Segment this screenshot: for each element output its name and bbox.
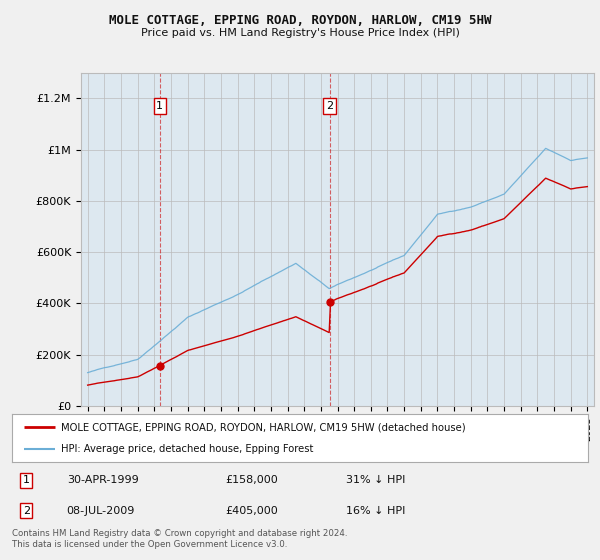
Text: MOLE COTTAGE, EPPING ROAD, ROYDON, HARLOW, CM19 5HW (detached house): MOLE COTTAGE, EPPING ROAD, ROYDON, HARLO…: [61, 422, 466, 432]
Text: 30-APR-1999: 30-APR-1999: [67, 475, 139, 486]
Text: 1: 1: [23, 475, 30, 486]
Text: HPI: Average price, detached house, Epping Forest: HPI: Average price, detached house, Eppi…: [61, 444, 313, 454]
Text: Contains HM Land Registry data © Crown copyright and database right 2024.
This d: Contains HM Land Registry data © Crown c…: [12, 529, 347, 549]
Text: 2: 2: [23, 506, 30, 516]
Text: 16% ↓ HPI: 16% ↓ HPI: [346, 506, 406, 516]
Text: £158,000: £158,000: [225, 475, 278, 486]
Text: £405,000: £405,000: [225, 506, 278, 516]
Text: 2: 2: [326, 101, 334, 111]
Text: 1: 1: [156, 101, 163, 111]
Text: 31% ↓ HPI: 31% ↓ HPI: [346, 475, 406, 486]
Text: 08-JUL-2009: 08-JUL-2009: [67, 506, 135, 516]
Text: MOLE COTTAGE, EPPING ROAD, ROYDON, HARLOW, CM19 5HW: MOLE COTTAGE, EPPING ROAD, ROYDON, HARLO…: [109, 14, 491, 27]
Text: Price paid vs. HM Land Registry's House Price Index (HPI): Price paid vs. HM Land Registry's House …: [140, 28, 460, 38]
